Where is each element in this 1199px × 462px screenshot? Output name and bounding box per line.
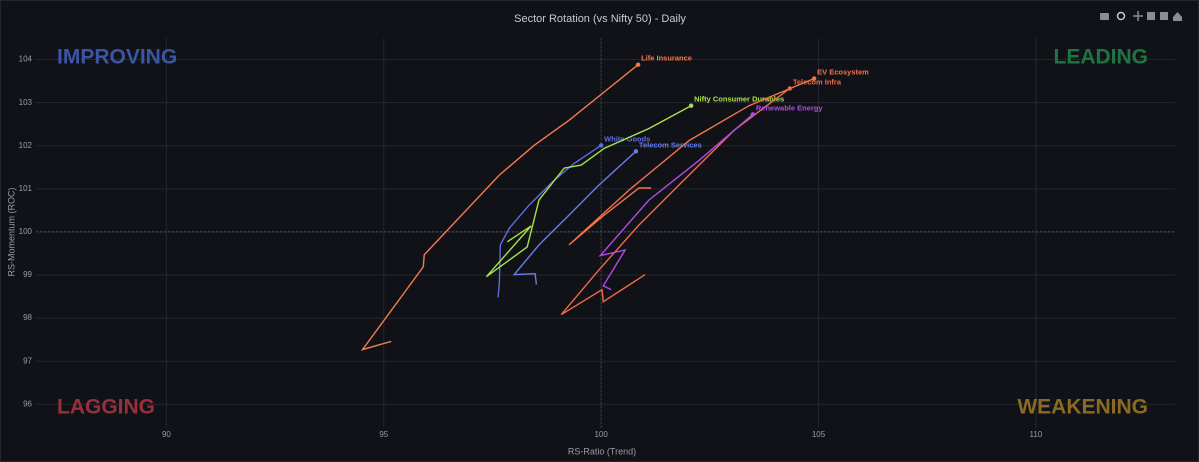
trail-line — [485, 105, 692, 278]
y-tick-label: 101 — [19, 184, 33, 193]
y-tick-label: 99 — [23, 270, 32, 279]
camera-button[interactable] — [1100, 13, 1109, 20]
trail-line — [512, 150, 637, 285]
x-tick-label: 105 — [812, 430, 826, 439]
head-marker — [688, 103, 694, 108]
series-label: Life Insurance — [641, 54, 692, 63]
trail-line — [360, 64, 639, 351]
y-tick-label: 102 — [19, 141, 33, 150]
head-marker — [598, 143, 604, 148]
toolbar — [1100, 11, 1182, 21]
head-marker — [633, 149, 639, 154]
quadrant-label: IMPROVING — [57, 46, 177, 69]
series-label: Nifty Consumer Durables — [694, 95, 784, 104]
y-axis-title: RS-Momentum (ROC) — [6, 187, 16, 276]
trail-line — [598, 113, 754, 291]
chart-title: Sector Rotation (vs Nifty 50) - Daily — [514, 13, 686, 25]
trail-line — [560, 87, 791, 316]
quadrant-label: LAGGING — [57, 396, 155, 419]
zoom-button[interactable] — [1116, 11, 1126, 21]
y-tick-label: 98 — [23, 313, 32, 322]
x-tick-label: 90 — [162, 430, 171, 439]
series-label: Renewable Energy — [756, 103, 824, 112]
head-marker — [811, 76, 817, 81]
head-marker — [635, 62, 641, 67]
y-tick-label: 104 — [19, 55, 33, 64]
x-tick-label: 95 — [379, 430, 388, 439]
reset-button[interactable] — [1173, 12, 1182, 21]
y-tick-label: 96 — [23, 399, 32, 408]
series-label: Telecom Infra — [793, 77, 842, 86]
x-tick-label: 100 — [594, 430, 608, 439]
x-tick-label: 110 — [1030, 430, 1043, 439]
zoom-in-button[interactable] — [1147, 12, 1155, 20]
y-tick-label: 97 — [23, 356, 32, 365]
quadrant-label: LEADING — [1054, 46, 1149, 69]
y-tick-label: 100 — [19, 227, 33, 236]
zoom-out-button[interactable] — [1160, 12, 1168, 20]
head-marker — [750, 112, 756, 117]
y-tick-label: 103 — [19, 98, 33, 107]
trail-line — [497, 144, 602, 298]
x-axis-title: RS-Ratio (Trend) — [568, 446, 636, 456]
head-marker — [787, 86, 793, 91]
quadrant-label: WEAKENING — [1017, 396, 1148, 419]
trail-line — [568, 77, 815, 246]
series-label: Telecom Services — [639, 140, 702, 149]
pan-button[interactable] — [1133, 11, 1143, 21]
series-label: EV Ecosystem — [817, 67, 869, 76]
